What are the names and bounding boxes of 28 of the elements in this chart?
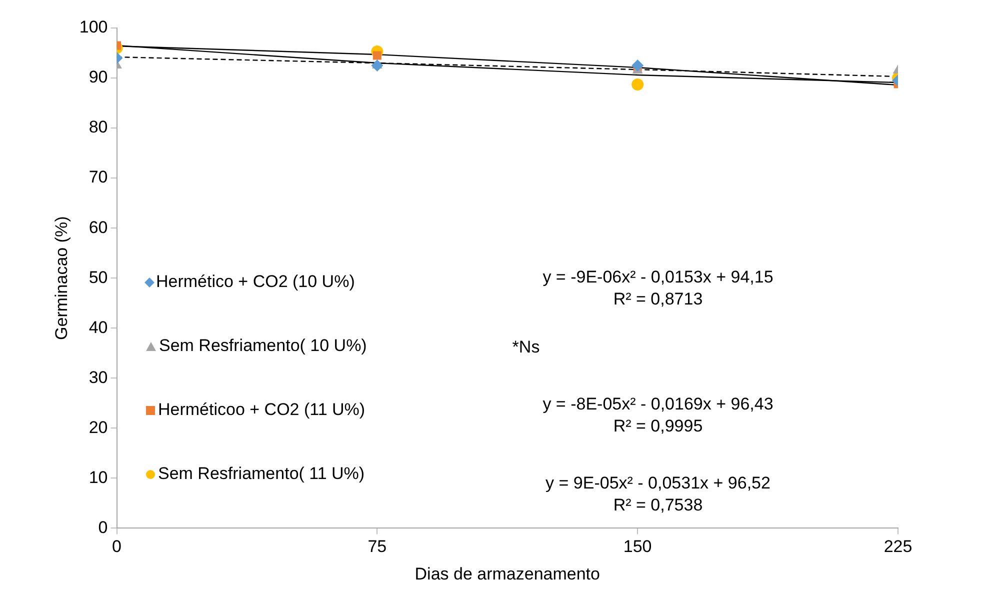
x-tick-label: 225 bbox=[884, 537, 912, 556]
x-axis-title: Dias de armazenamento bbox=[414, 564, 600, 584]
y-tick-label: 40 bbox=[88, 318, 108, 337]
y-tick-label: 60 bbox=[88, 218, 108, 237]
y-tick-label: 50 bbox=[88, 268, 108, 287]
y-tick-label: 30 bbox=[88, 368, 108, 387]
y-tick-label: 80 bbox=[88, 118, 108, 137]
x-tick-label: 0 bbox=[112, 537, 122, 556]
legend-label: Sem Resfriamento( 10 U%) bbox=[159, 336, 367, 356]
legend-label: Herméticoo + CO2 (11 U%) bbox=[158, 400, 366, 420]
x-tick-label: 75 bbox=[368, 537, 387, 556]
x-tick-label: 150 bbox=[623, 537, 652, 556]
annotation: y = 9E-05x² - 0,0531x + 96,52 bbox=[546, 474, 770, 493]
y-tick-label: 0 bbox=[98, 518, 108, 537]
legend-label: Sem Resfriamento( 11 U%) bbox=[158, 464, 365, 484]
y-tick-label: 10 bbox=[88, 468, 108, 487]
y-tick-label: 70 bbox=[88, 168, 108, 187]
annotation: R² = 0,8713 bbox=[613, 290, 703, 309]
legend-label: Hermético + CO2 (10 U%) bbox=[156, 272, 355, 292]
annotation: y = -9E-06x² - 0,0153x + 94,15 bbox=[542, 268, 774, 287]
y-axis-title: Germinacao (%) bbox=[52, 216, 71, 340]
y-tick-label: 100 bbox=[79, 18, 108, 37]
y-tick-label: 20 bbox=[88, 418, 108, 437]
annotation: *Ns bbox=[512, 338, 540, 357]
annotation: y = -8E-05x² - 0,0169x + 96,43 bbox=[542, 394, 774, 414]
annotation: R² = 0,7538 bbox=[613, 496, 703, 515]
annotation: R² = 0,9995 bbox=[613, 416, 703, 436]
y-tick-label: 90 bbox=[88, 68, 108, 87]
